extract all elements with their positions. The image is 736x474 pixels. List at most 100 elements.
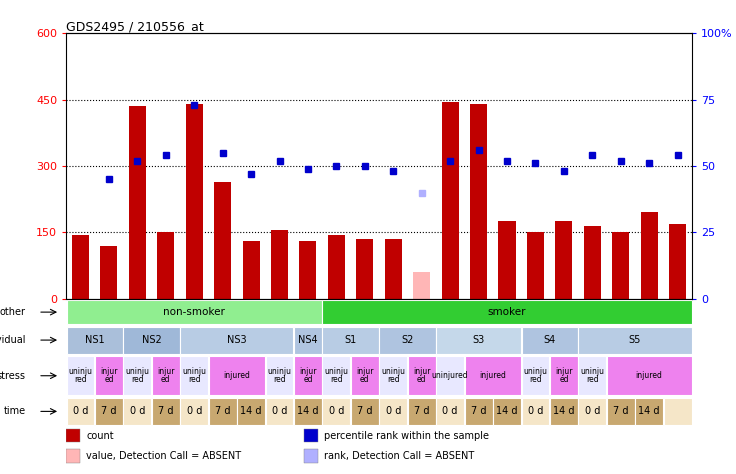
Bar (578, 327, 692, 354)
Bar (322, 300, 692, 324)
Text: 0 d: 0 d (130, 406, 145, 416)
Bar (243, 241, 260, 299)
Text: injur
ed: injur ed (356, 367, 374, 384)
Text: count: count (86, 431, 114, 441)
Text: 14 d: 14 d (553, 406, 575, 416)
Bar (413, 272, 431, 299)
Bar (379, 327, 436, 354)
Bar (664, 398, 692, 425)
Bar (356, 239, 373, 299)
Bar (522, 356, 549, 395)
Bar (550, 398, 578, 425)
Bar (66, 449, 80, 463)
Bar (158, 232, 174, 299)
Text: 7 d: 7 d (613, 406, 629, 416)
Bar (95, 398, 123, 425)
Bar (66, 398, 94, 425)
Text: 0 d: 0 d (386, 406, 401, 416)
Bar (66, 300, 322, 324)
Bar (464, 398, 492, 425)
Bar (578, 356, 606, 395)
Text: injur
ed: injur ed (157, 367, 174, 384)
Bar (385, 239, 402, 299)
Bar (470, 104, 487, 299)
Text: S2: S2 (401, 335, 414, 345)
Text: 7 d: 7 d (158, 406, 174, 416)
Text: GDS2495 / 210556_at: GDS2495 / 210556_at (66, 20, 204, 33)
Bar (606, 398, 634, 425)
Bar (379, 398, 407, 425)
Bar (237, 398, 265, 425)
Text: S3: S3 (473, 335, 485, 345)
Text: NS1: NS1 (85, 335, 105, 345)
Bar (436, 356, 464, 395)
Text: uninju
red: uninju red (523, 367, 548, 384)
Bar (294, 327, 322, 354)
Text: 7 d: 7 d (471, 406, 486, 416)
Bar (124, 398, 152, 425)
Text: 14 d: 14 d (638, 406, 660, 416)
Text: uninju
red: uninju red (183, 367, 206, 384)
Text: 7 d: 7 d (357, 406, 372, 416)
Bar (185, 104, 202, 299)
Text: injured: injured (479, 371, 506, 380)
Text: 14 d: 14 d (496, 406, 517, 416)
Bar (304, 429, 318, 442)
Bar (408, 398, 436, 425)
Bar (129, 106, 146, 299)
Bar (124, 356, 152, 395)
Bar (436, 398, 464, 425)
Bar (408, 356, 436, 395)
Text: injured: injured (636, 371, 662, 380)
Bar (180, 356, 208, 395)
Bar (100, 246, 118, 299)
Text: 7 d: 7 d (414, 406, 429, 416)
Bar (294, 398, 322, 425)
Text: uninjured: uninjured (432, 371, 468, 380)
Text: NS3: NS3 (227, 335, 247, 345)
Bar (72, 235, 89, 299)
Text: uninju
red: uninju red (381, 367, 406, 384)
Text: 0 d: 0 d (186, 406, 202, 416)
Text: NS2: NS2 (141, 335, 161, 345)
Text: injur
ed: injur ed (300, 367, 316, 384)
Bar (322, 356, 350, 395)
Bar (66, 356, 94, 395)
Bar (578, 398, 606, 425)
Bar (271, 230, 288, 299)
Bar (304, 449, 318, 463)
Bar (328, 235, 345, 299)
Bar (606, 356, 692, 395)
Bar (266, 398, 294, 425)
Bar (266, 356, 294, 395)
Bar (556, 221, 573, 299)
Text: S5: S5 (629, 335, 641, 345)
Bar (635, 398, 663, 425)
Bar (180, 327, 294, 354)
Bar (442, 102, 459, 299)
Bar (522, 327, 578, 354)
Text: 0 d: 0 d (528, 406, 543, 416)
Bar (152, 356, 180, 395)
Text: 14 d: 14 d (297, 406, 319, 416)
Text: 0 d: 0 d (584, 406, 600, 416)
Bar (464, 356, 521, 395)
Bar (294, 356, 322, 395)
Bar (379, 356, 407, 395)
Bar (550, 356, 578, 395)
Text: uninju
red: uninju red (325, 367, 348, 384)
Text: 14 d: 14 d (241, 406, 262, 416)
Bar (669, 224, 686, 299)
Bar (300, 241, 316, 299)
Text: uninju
red: uninju red (68, 367, 93, 384)
Bar (95, 356, 123, 395)
Text: non-smoker: non-smoker (163, 307, 225, 317)
Text: other: other (0, 307, 26, 317)
Bar (209, 356, 265, 395)
Bar (351, 356, 379, 395)
Text: S4: S4 (543, 335, 556, 345)
Text: 0 d: 0 d (272, 406, 287, 416)
Text: individual: individual (0, 335, 26, 345)
Bar (124, 327, 180, 354)
Bar (640, 212, 658, 299)
